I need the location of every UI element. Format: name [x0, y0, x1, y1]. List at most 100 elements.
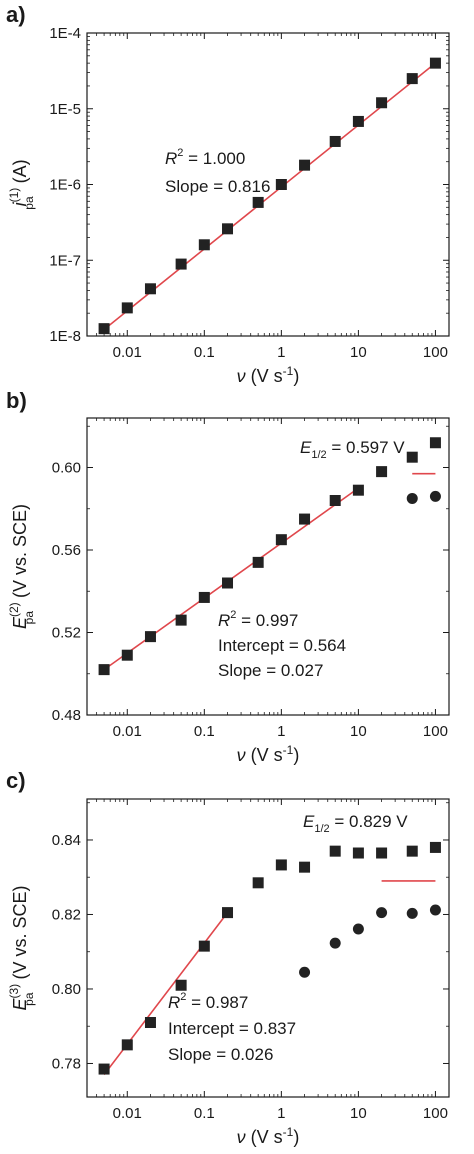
data-point-circle: [299, 966, 311, 978]
x-axis-unit: (V s: [251, 745, 283, 765]
e-half-symbol: E: [300, 438, 312, 457]
x-tick-label: 1: [277, 723, 285, 740]
data-point-square: [175, 258, 187, 270]
data-point-square: [299, 861, 311, 873]
x-tick-label: 1: [277, 1105, 285, 1122]
data-point-circle: [329, 937, 341, 949]
data-point-square: [329, 845, 341, 857]
data-point-square: [198, 591, 210, 603]
data-point-square: [376, 466, 388, 478]
y-axis-label: E(2)pa (V vs. SCE): [7, 504, 36, 629]
x-axis-symbol: ν: [237, 1127, 246, 1147]
y-tick-label: 1E-6: [49, 177, 81, 194]
x-tick-label: 10: [350, 723, 367, 740]
data-point-square: [406, 73, 418, 85]
data-point-square: [222, 577, 234, 589]
y-tick-label: 0.82: [52, 906, 81, 923]
y-axis-sup: (2): [7, 602, 21, 617]
data-point-square: [121, 302, 133, 314]
data-point-square: [144, 631, 156, 643]
r-squared-text: R2 = 1.000: [165, 147, 245, 168]
fit-annotation-line: Slope = 0.026: [168, 1045, 273, 1064]
data-point-square: [329, 495, 341, 506]
x-tick-label: 100: [423, 723, 448, 740]
data-point-square: [429, 57, 441, 69]
y-axis-symbol: E: [10, 616, 30, 629]
r2-symbol: R: [165, 149, 177, 168]
data-point-circle: [406, 492, 418, 504]
data-point-square: [275, 859, 287, 871]
panel-label: b): [6, 388, 27, 413]
x-axis-close: ): [293, 366, 299, 386]
y-axis-symbol: E: [10, 998, 30, 1011]
y-axis-sub: pa: [22, 992, 36, 1006]
y-tick-label: 0.56: [52, 542, 81, 559]
y-tick-label: 1E-4: [49, 25, 81, 42]
chart-panel-3: c) 0.01 0.1 1 10 100 0.78 0.80 0.82 0.84 ν (V s-1)…: [6, 768, 450, 1147]
e-half-symbol: E: [303, 812, 315, 831]
data-point-square: [429, 437, 441, 449]
x-tick-label: 0.1: [194, 344, 215, 361]
data-point-square: [352, 115, 364, 127]
x-axis-label: ν (V s-1): [237, 364, 300, 386]
data-point-square: [98, 323, 110, 335]
x-tick-label: 100: [423, 1105, 448, 1122]
data-point-circle: [429, 490, 441, 502]
x-tick-label: 100: [423, 344, 448, 361]
data-point-circle: [406, 907, 418, 919]
data-point-square: [252, 877, 264, 889]
y-tick-label: 1E-8: [49, 328, 81, 345]
x-tick-label: 0.01: [113, 1105, 142, 1122]
e-half-label: E1/2 = 0.829 V: [303, 812, 408, 835]
y-axis-sub: pa: [22, 611, 36, 625]
r2-value: = 0.997: [236, 611, 298, 630]
x-tick-label: 1: [277, 344, 285, 361]
y-axis-sub: pa: [22, 196, 36, 210]
data-point-square: [222, 907, 234, 919]
data-point-square: [406, 845, 418, 857]
data-point-square: [144, 283, 156, 295]
data-point-square: [329, 135, 341, 147]
r2-value: = 0.987: [186, 993, 248, 1012]
data-point-square: [121, 1039, 133, 1051]
data-point-square: [98, 1063, 110, 1075]
r2-symbol: R: [218, 611, 230, 630]
r2-sup: 2: [230, 609, 236, 621]
y-axis-sup: (3): [7, 984, 21, 999]
x-tick-label: 10: [350, 1105, 367, 1122]
fit-annotation-line: Slope = 0.816: [165, 177, 270, 196]
x-axis-sup: -1: [283, 1125, 294, 1139]
data-point-square: [275, 179, 287, 190]
x-tick-label: 10: [350, 344, 367, 361]
x-axis-label: ν (V s-1): [237, 743, 300, 765]
x-tick-label: 0.01: [113, 344, 142, 361]
r2-value: = 1.000: [183, 149, 245, 168]
chart-panel-2: b) 0.01 0.1 1 10 100 0.48 0.52 0.56 0.60 ν (V s-1)…: [6, 388, 450, 765]
y-tick-label: 1E-5: [49, 101, 81, 118]
data-point-square: [98, 664, 110, 676]
data-point-circle: [429, 904, 441, 916]
r-squared-text: R2 = 0.987: [168, 991, 248, 1012]
data-point-square: [175, 979, 187, 991]
fit-annotation-line: Slope = 0.027: [218, 661, 323, 680]
x-axis-label: ν (V s-1): [237, 1125, 300, 1147]
plot-frame: [86, 417, 450, 716]
data-point-square: [175, 614, 187, 626]
panel-label: c): [6, 768, 26, 793]
x-axis-sup: -1: [283, 743, 294, 757]
x-axis-close: ): [293, 745, 299, 765]
panel-label: a): [6, 2, 26, 27]
x-axis-close: ): [293, 1127, 299, 1147]
data-point-square: [376, 847, 388, 859]
data-point-circle: [376, 907, 388, 919]
x-tick-label: 0.1: [194, 723, 215, 740]
r2-sup: 2: [180, 991, 186, 1003]
e-half-sub: 1/2: [311, 449, 326, 461]
data-point-square: [299, 513, 311, 525]
y-axis-sup: (1): [7, 188, 21, 203]
data-point-square: [299, 159, 311, 171]
data-point-circle: [352, 923, 364, 935]
x-axis-unit: (V s: [251, 1127, 283, 1147]
x-tick-label: 0.1: [194, 1105, 215, 1122]
fit-annotation-line: Intercept = 0.564: [218, 636, 346, 655]
